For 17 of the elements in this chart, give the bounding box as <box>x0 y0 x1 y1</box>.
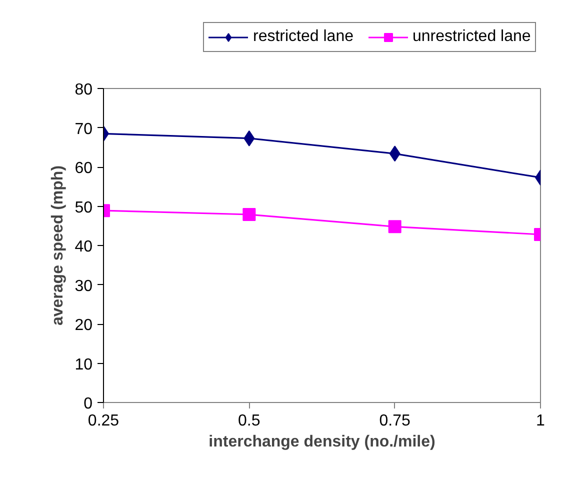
y-axis-title: average speed (mph) <box>50 165 67 326</box>
y-tick-label: 20 <box>74 317 93 334</box>
x-tick-label: 1 <box>536 412 546 430</box>
x-tick-label: 0.5 <box>238 412 260 430</box>
y-tick-label: 70 <box>74 120 93 138</box>
y-tick-label: 10 <box>74 356 93 374</box>
x-tick-label: 0.75 <box>379 412 411 430</box>
y-tick-label: 0 <box>84 396 93 412</box>
y-tick-label: 30 <box>74 278 93 295</box>
y-tick-label: 80 <box>74 82 93 98</box>
legend-label: unrestricted lane <box>412 28 531 46</box>
legend-label: restricted lane <box>253 28 354 46</box>
x-tick-label: 0.25 <box>88 412 120 430</box>
y-tick-label: 60 <box>74 160 93 177</box>
x-axis-title: interchange density (no./mile) <box>208 434 436 450</box>
y-tick-label: 50 <box>74 199 93 216</box>
y-tick-label: 40 <box>74 238 93 256</box>
